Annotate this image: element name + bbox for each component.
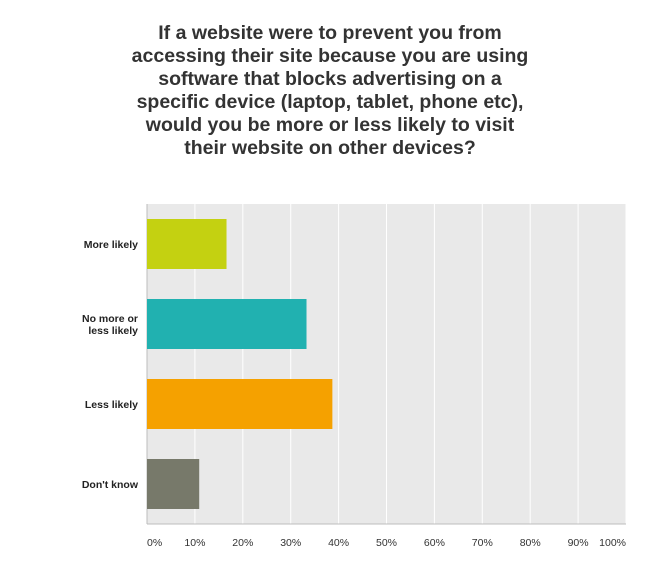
bar xyxy=(147,459,200,509)
category-label: Less likely xyxy=(85,399,138,411)
x-tick-label: 90% xyxy=(568,537,589,549)
chart-title: If a website were to prevent you from ac… xyxy=(131,22,529,159)
x-tick-label: 10% xyxy=(184,537,205,549)
x-tick-label: 0% xyxy=(147,537,162,549)
x-tick-label: 100% xyxy=(599,537,626,549)
category-label: Don't know xyxy=(82,479,139,491)
x-tick-label: 60% xyxy=(424,537,445,549)
bar xyxy=(147,379,333,429)
bar xyxy=(147,219,227,269)
x-tick-label: 50% xyxy=(376,537,397,549)
x-tick-label: 30% xyxy=(280,537,301,549)
x-tick-label: 70% xyxy=(472,537,493,549)
bar xyxy=(147,299,307,349)
x-tick-label: 40% xyxy=(328,537,349,549)
category-label: More likely xyxy=(84,239,138,251)
category-label: No more or less likely xyxy=(82,313,138,337)
x-tick-label: 20% xyxy=(232,537,253,549)
x-tick-label: 80% xyxy=(520,537,541,549)
